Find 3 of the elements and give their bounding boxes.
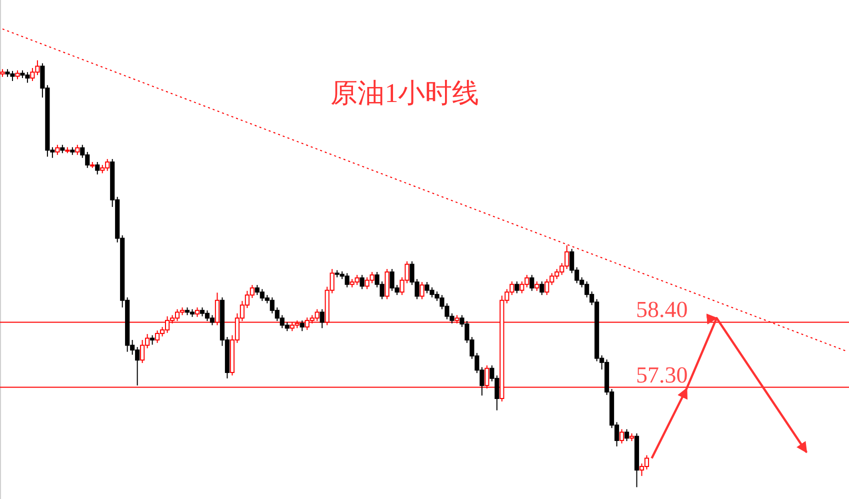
y-tick-label: 58.40 (636, 297, 688, 322)
text: 原油1小时线 (330, 78, 480, 108)
y-tick-label: 57.30 (636, 362, 688, 388)
